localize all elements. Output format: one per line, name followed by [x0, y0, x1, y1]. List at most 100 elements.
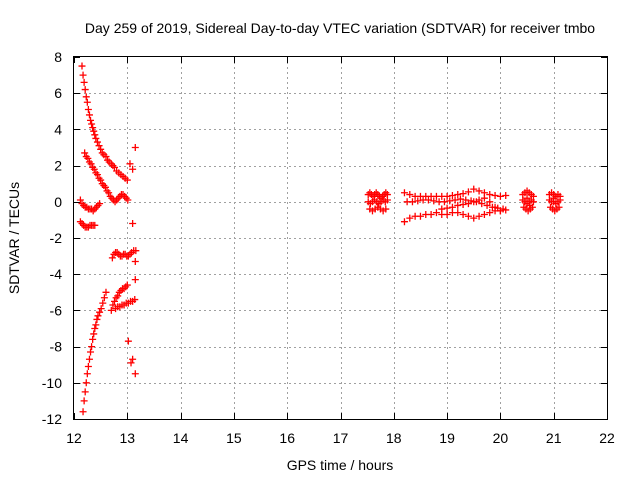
- data-point: [129, 220, 137, 228]
- data-point: [89, 124, 97, 132]
- data-point: [84, 363, 92, 371]
- data-point: [131, 370, 139, 378]
- data-point: [459, 190, 467, 198]
- data-point: [114, 292, 122, 300]
- data-point: [400, 218, 408, 226]
- data-point: [383, 196, 391, 204]
- data-point: [131, 258, 139, 266]
- data-point: [440, 198, 448, 206]
- data-point: [80, 397, 88, 405]
- data-point: [454, 191, 462, 199]
- data-point: [555, 203, 563, 211]
- data-point: [89, 335, 97, 343]
- data-point: [430, 197, 438, 205]
- data-point: [108, 254, 116, 262]
- data-point: [438, 205, 446, 213]
- data-point: [475, 212, 483, 220]
- ticks: 12 13 14 15 16 17 18 19 20 21 22 -12 -10 -8 -6 -4 -2 0 2 4 6…: [42, 49, 615, 446]
- data-point: [480, 210, 488, 218]
- data-point: [81, 86, 89, 94]
- data-point: [132, 247, 140, 255]
- data-point: [124, 337, 132, 345]
- data-point: [470, 185, 478, 193]
- y-tick-label: -8: [50, 339, 63, 355]
- data-point: [464, 200, 472, 208]
- data-point: [414, 197, 422, 205]
- data-point: [475, 196, 483, 204]
- data-point: [90, 165, 98, 173]
- data-point: [459, 210, 467, 218]
- data-point: [448, 191, 456, 199]
- data-point: [111, 163, 119, 171]
- data-point: [486, 198, 494, 206]
- data-point: [97, 145, 105, 153]
- data-point: [76, 196, 84, 204]
- y-tick-label: 6: [54, 85, 62, 101]
- data-point: [131, 276, 139, 284]
- data-point: [88, 120, 96, 128]
- data-point: [80, 78, 88, 86]
- data-point: [83, 370, 91, 378]
- data-point: [502, 206, 510, 214]
- x-tick-label: 17: [333, 430, 349, 446]
- y-tick-label: -4: [50, 266, 63, 282]
- data-point: [97, 305, 105, 313]
- data-point: [496, 192, 504, 200]
- data-point: [126, 160, 134, 168]
- data-point: [96, 308, 104, 316]
- data-point: [87, 160, 95, 168]
- x-tick-label: 15: [226, 430, 242, 446]
- data-point: [79, 71, 87, 79]
- data-point: [92, 321, 100, 329]
- y-tick-label: 2: [54, 158, 62, 174]
- data-point: [480, 194, 488, 202]
- x-tick-label: 12: [66, 430, 82, 446]
- data-point: [470, 198, 478, 206]
- data-point: [91, 325, 99, 332]
- data-point: [400, 189, 408, 197]
- data-point: [93, 138, 101, 146]
- data-point: [78, 62, 86, 70]
- data-point: [88, 343, 96, 351]
- data-point: [123, 176, 131, 184]
- y-tick-label: 0: [54, 194, 62, 210]
- data-point: [526, 201, 534, 209]
- data-point: [454, 201, 462, 209]
- data-point: [478, 200, 486, 208]
- data-point: [87, 116, 95, 124]
- data-point: [408, 198, 416, 206]
- plot-frame: [73, 56, 608, 420]
- data-point: [382, 205, 390, 213]
- data-point: [462, 196, 470, 204]
- data-point: [92, 134, 100, 142]
- data-point: [464, 212, 472, 220]
- data-point: [443, 210, 451, 218]
- data-point: [123, 281, 131, 289]
- data-point: [129, 165, 137, 173]
- data-point: [94, 312, 102, 320]
- data-point: [99, 299, 107, 307]
- data-point: [424, 196, 432, 204]
- data-point: [502, 191, 510, 199]
- data-point: [451, 196, 459, 204]
- data-point: [109, 301, 117, 309]
- data-point: [459, 201, 467, 209]
- data-point: [101, 183, 109, 191]
- data-point: [491, 203, 499, 211]
- data-point: [486, 209, 494, 217]
- data-point: [456, 195, 464, 203]
- data-point: [100, 294, 108, 302]
- data-point: [129, 355, 137, 363]
- x-tick-label: 21: [546, 430, 562, 446]
- x-tick-label: 22: [599, 430, 615, 446]
- data-point: [93, 171, 101, 179]
- data-point: [127, 359, 135, 367]
- data-point: [102, 153, 110, 161]
- data-point: [550, 194, 558, 202]
- data-point: [448, 203, 456, 211]
- y-tick-label: -10: [42, 375, 62, 391]
- data-point: [427, 210, 435, 218]
- data-point: [105, 189, 113, 197]
